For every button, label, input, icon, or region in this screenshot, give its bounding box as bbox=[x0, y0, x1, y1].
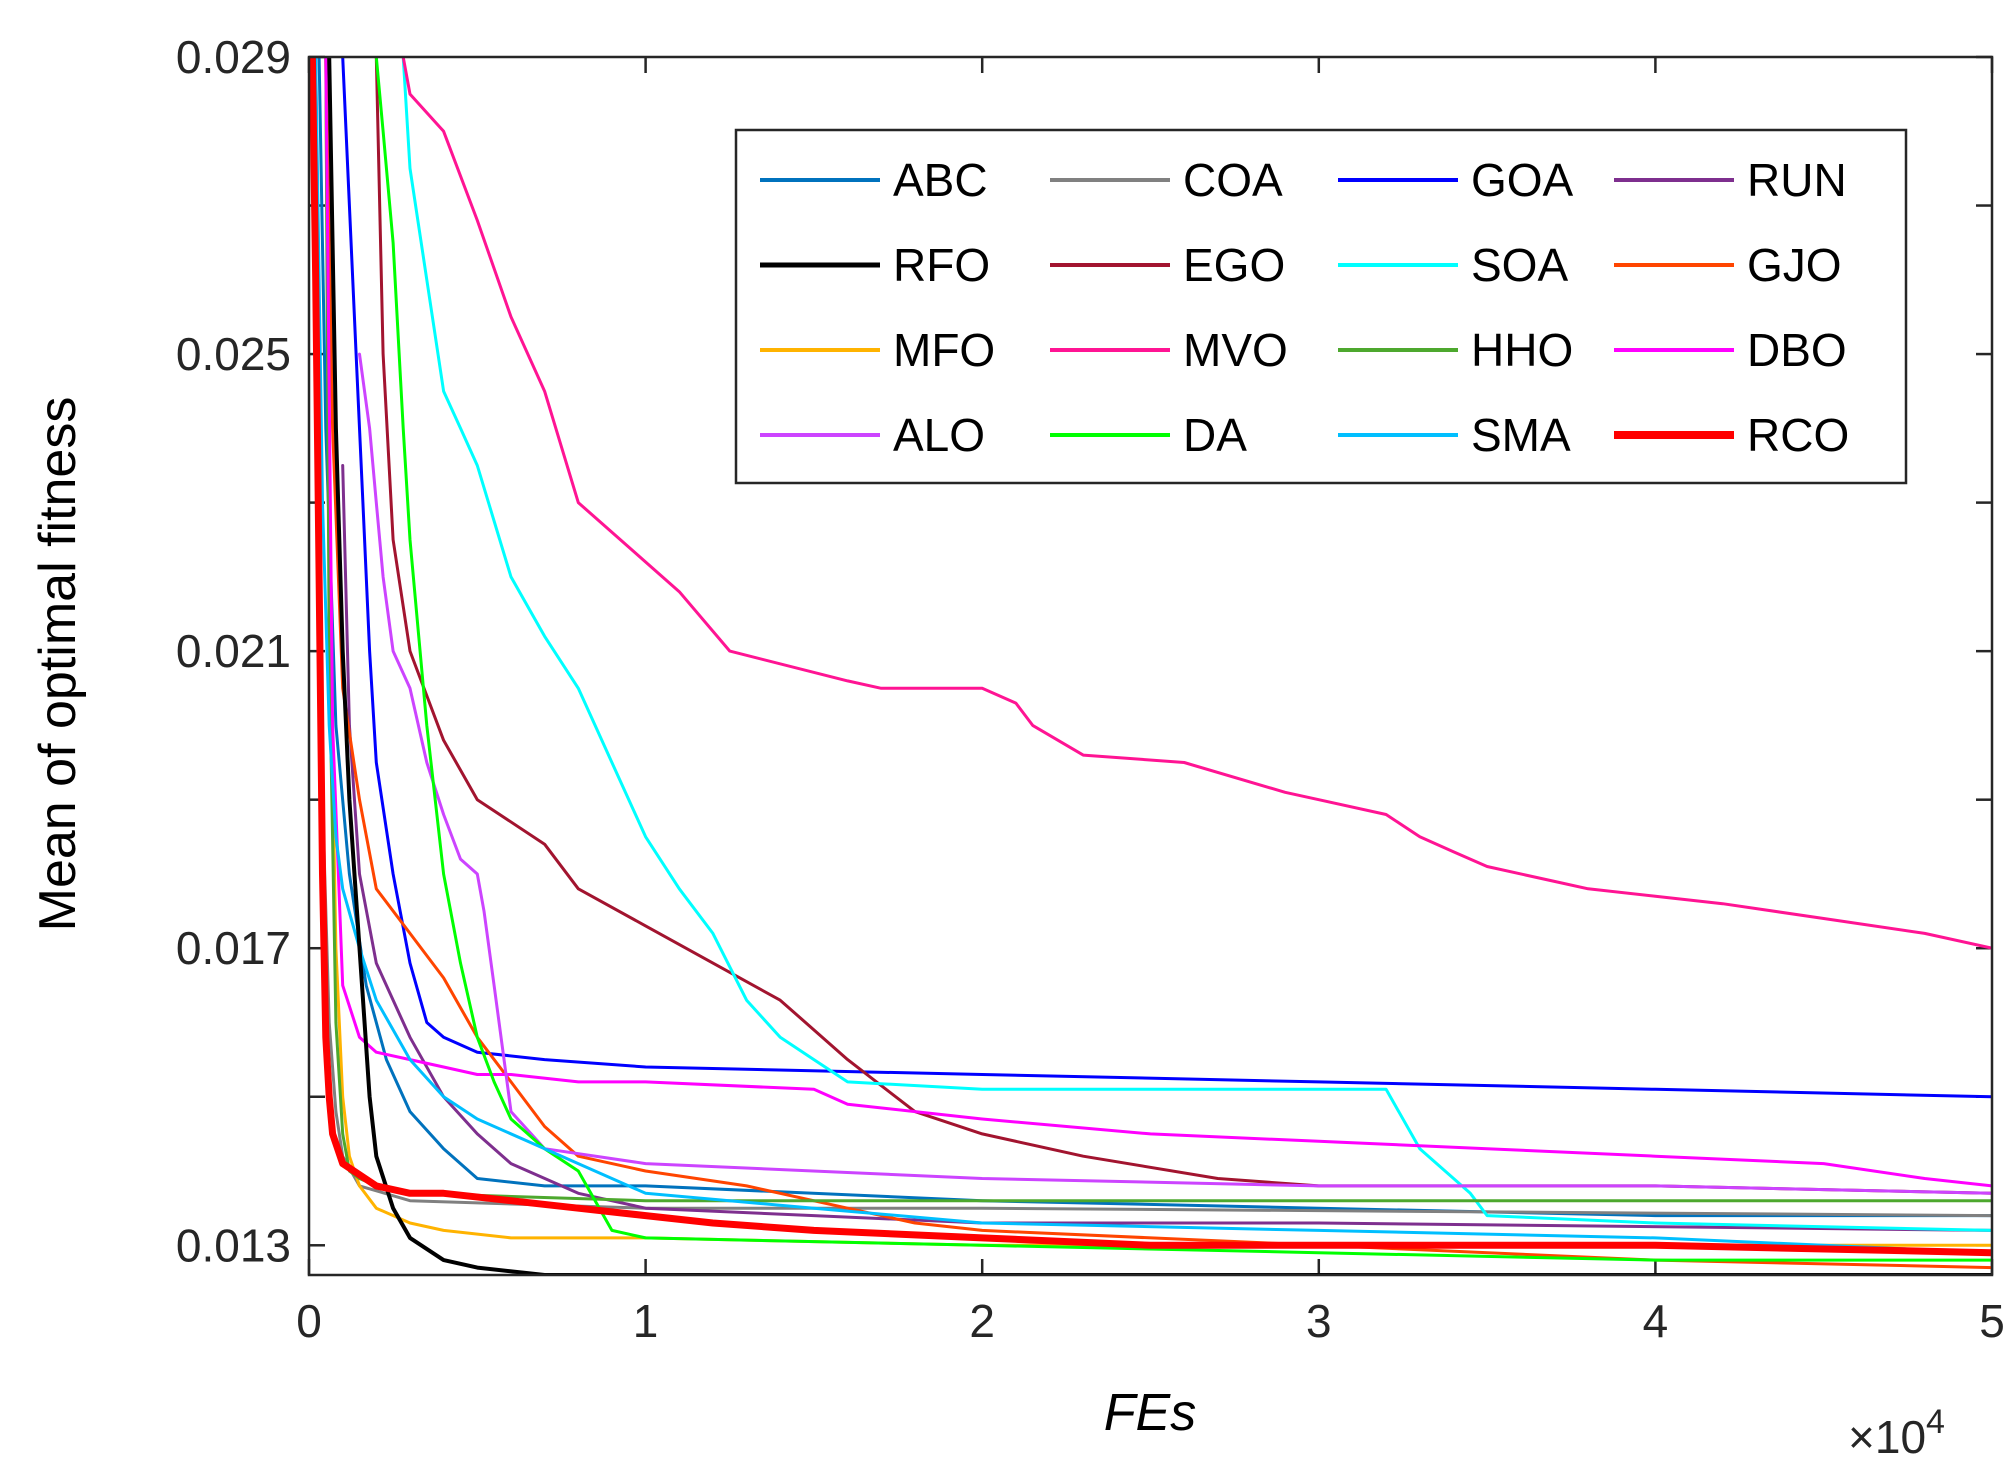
legend-label-alo: ALO bbox=[893, 409, 985, 461]
legend-label-rfo: RFO bbox=[893, 239, 990, 291]
plot-frame bbox=[307, 55, 1994, 1277]
y-axis-ticks: 0.013 0.017 0.021 0.025 0.029 bbox=[176, 31, 1992, 1271]
y-tick-label: 0.029 bbox=[176, 31, 291, 83]
series-line-goa bbox=[341, 57, 1992, 1099]
legend-label-mvo: MVO bbox=[1183, 324, 1288, 376]
legend-label-sma: SMA bbox=[1471, 409, 1571, 461]
series-line-run bbox=[341, 464, 1992, 1232]
x-tick-label: 3 bbox=[1306, 1295, 1332, 1347]
y-tick-label: 0.013 bbox=[176, 1219, 291, 1271]
series-line-gjo bbox=[324, 57, 1992, 1270]
legend-label-rco: RCO bbox=[1747, 409, 1849, 461]
series-line-mvo bbox=[401, 57, 1992, 950]
legend-label-ego: EGO bbox=[1183, 239, 1285, 291]
series-line-soa bbox=[401, 57, 1992, 1232]
x-tick-label: 1 bbox=[633, 1295, 659, 1347]
x-tick-label: 0 bbox=[296, 1295, 322, 1347]
legend-label-soa: SOA bbox=[1471, 239, 1568, 291]
legend: ABC COA GOA RUN RFO EGO SOA GJO MFO MVO HHO DBO ALO D… bbox=[734, 128, 1908, 485]
x-tick-label: 5 bbox=[1979, 1295, 2005, 1347]
legend-label-hho: HHO bbox=[1471, 324, 1573, 376]
legend-label-da: DA bbox=[1183, 409, 1247, 461]
x-axis-multiplier-exponent: 4 bbox=[1926, 1403, 1945, 1441]
x-axis-ticks: 0 1 2 3 4 5 bbox=[296, 57, 2005, 1347]
y-tick-label: 0.025 bbox=[176, 328, 291, 380]
legend-label-run: RUN bbox=[1747, 154, 1847, 206]
series-line-abc bbox=[317, 57, 1992, 1218]
plot-area bbox=[309, 57, 1992, 1275]
legend-label-goa: GOA bbox=[1471, 154, 1574, 206]
series-lines bbox=[309, 57, 1992, 1275]
y-tick-label: 0.021 bbox=[176, 625, 291, 677]
legend-box bbox=[734, 128, 1908, 485]
legend-label-mfo: MFO bbox=[893, 324, 995, 376]
legend-label-abc: ABC bbox=[893, 154, 988, 206]
series-line-alo bbox=[358, 352, 1992, 1195]
y-axis-label: Mean of optimal fitness bbox=[29, 397, 87, 932]
series-line-sma bbox=[314, 57, 1992, 1255]
series-line-da bbox=[374, 57, 1992, 1262]
x-axis-multiplier: ×104 bbox=[1848, 1403, 1945, 1463]
x-tick-label: 4 bbox=[1643, 1295, 1669, 1347]
legend-label-coa: COA bbox=[1183, 154, 1283, 206]
x-axis-multiplier-base: ×10 bbox=[1848, 1411, 1926, 1463]
legend-label-gjo: GJO bbox=[1747, 239, 1842, 291]
x-axis-label: FEs bbox=[1104, 1384, 1196, 1442]
series-line-rco bbox=[309, 57, 1992, 1257]
series-line-ego bbox=[374, 57, 1992, 1195]
y-tick-label: 0.017 bbox=[176, 922, 291, 974]
legend-label-dbo: DBO bbox=[1747, 324, 1847, 376]
x-tick-label: 2 bbox=[969, 1295, 995, 1347]
